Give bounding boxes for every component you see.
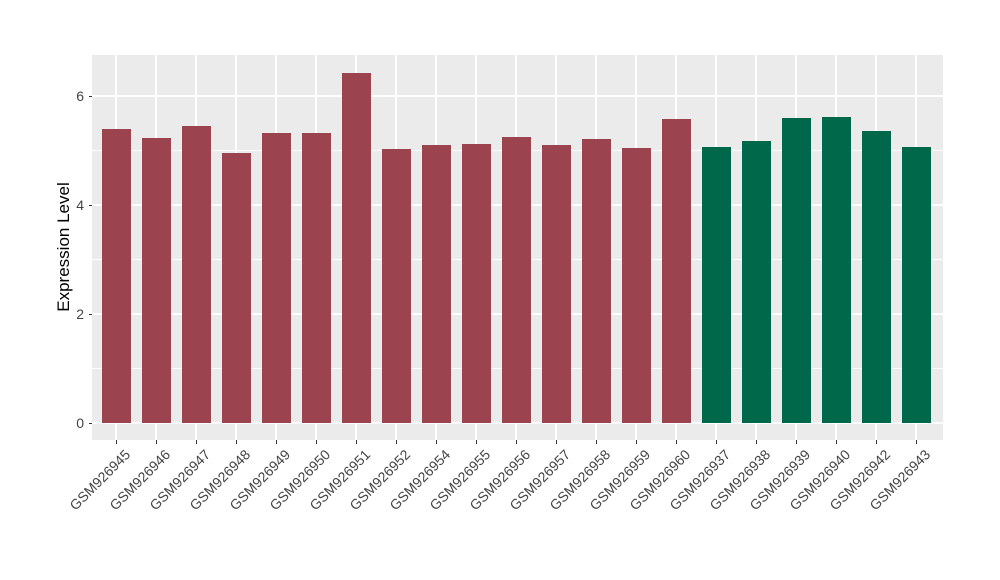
x-tick [395,440,397,444]
gridline-major [92,95,943,97]
bar-GSM926950 [301,132,331,423]
x-tick [475,440,477,444]
bar-GSM926959 [621,148,651,423]
y-tick [88,95,92,97]
bar-GSM926948 [221,152,251,423]
bar-GSM926942 [861,131,891,423]
x-tick [795,440,797,444]
x-tick [635,440,637,444]
x-tick [835,440,837,444]
x-tick [115,440,117,444]
x-tick [875,440,877,444]
bar-GSM926946 [141,137,171,423]
bar-GSM926955 [461,143,491,423]
x-tick [915,440,917,444]
y-tick-label: 0 [76,415,84,431]
x-tick [355,440,357,444]
x-tick [755,440,757,444]
bar-GSM926945 [101,129,131,423]
x-tick [315,440,317,444]
y-tick-label: 2 [76,306,84,322]
x-tick [595,440,597,444]
bar-GSM926940 [821,116,851,423]
bar-GSM926949 [261,132,291,423]
bar-GSM926958 [581,138,611,423]
bar-GSM926937 [701,147,731,423]
x-tick [715,440,717,444]
bar-GSM926952 [381,149,411,423]
y-tick-label: 6 [76,88,84,104]
bar-GSM926951 [341,73,371,423]
y-tick [88,313,92,315]
x-tick [235,440,237,444]
bar-GSM926960 [661,119,691,423]
x-tick [675,440,677,444]
bar-GSM926954 [421,144,451,423]
y-tick [88,204,92,206]
y-tick [88,422,92,424]
bar-GSM926943 [901,147,931,423]
bar-GSM926939 [781,117,811,423]
x-tick [515,440,517,444]
x-tick [195,440,197,444]
x-tick [155,440,157,444]
x-tick [275,440,277,444]
x-tick [555,440,557,444]
bar-GSM926947 [181,125,211,423]
bar-GSM926956 [501,136,531,423]
y-tick-label: 4 [76,197,84,213]
plot-panel [92,55,943,440]
x-tick [435,440,437,444]
bar-GSM926938 [741,140,771,423]
bar-GSM926957 [541,144,571,423]
